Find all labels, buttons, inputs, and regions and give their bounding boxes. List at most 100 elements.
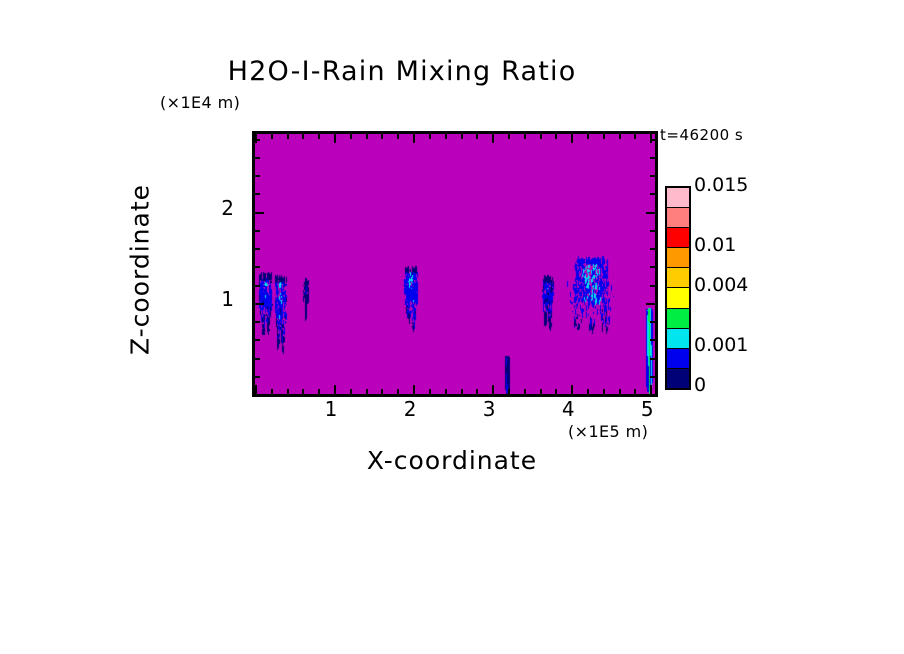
minor-tick xyxy=(349,389,352,394)
minor-tick xyxy=(650,193,655,196)
major-tick xyxy=(646,394,655,396)
colorbar-tick-label: 0.004 xyxy=(694,274,749,296)
minor-tick xyxy=(381,389,384,394)
minor-tick xyxy=(365,134,368,139)
colorbar-segment xyxy=(667,368,689,388)
minor-tick xyxy=(318,134,321,139)
plot-area xyxy=(252,131,658,397)
page-title: H2O-I-Rain Mixing Ratio xyxy=(227,56,577,87)
x-axis-title: X-coordinate xyxy=(366,446,538,475)
minor-tick xyxy=(650,248,655,251)
minor-tick xyxy=(255,193,260,196)
minor-tick xyxy=(650,229,655,232)
colorbar-tick-label: 0.001 xyxy=(694,334,749,356)
minor-tick xyxy=(255,156,260,159)
minor-tick xyxy=(602,134,605,139)
major-tick xyxy=(571,134,574,143)
minor-tick xyxy=(397,134,400,139)
contour-field-canvas xyxy=(255,134,655,394)
minor-tick xyxy=(286,134,289,139)
colorbar xyxy=(665,186,691,390)
colorbar-tick-label: 0.01 xyxy=(694,234,737,256)
colorbar-tick-label: 0 xyxy=(694,374,707,396)
major-tick xyxy=(255,394,264,396)
minor-tick xyxy=(507,389,510,394)
major-tick xyxy=(413,134,416,143)
y-tick-label: 1 xyxy=(221,286,234,311)
minor-tick xyxy=(523,134,526,139)
minor-tick xyxy=(539,134,542,139)
major-tick xyxy=(255,134,257,143)
minor-tick xyxy=(650,321,655,324)
major-tick xyxy=(492,134,495,143)
minor-tick xyxy=(286,389,289,394)
minor-tick xyxy=(476,134,479,139)
minor-tick xyxy=(302,134,305,139)
minor-tick xyxy=(270,134,273,139)
major-tick xyxy=(255,302,264,305)
colorbar-segment xyxy=(667,248,689,269)
minor-tick xyxy=(618,389,621,394)
minor-tick xyxy=(270,389,273,394)
major-tick xyxy=(334,134,337,143)
x-tick-label: 2 xyxy=(403,397,417,421)
colorbar-segment xyxy=(667,288,689,309)
minor-tick xyxy=(318,389,321,394)
y-tick-label: 2 xyxy=(221,195,234,220)
time-annotation: t=46200 s xyxy=(660,126,744,144)
colorbar-segment xyxy=(667,228,689,249)
minor-tick xyxy=(428,389,431,394)
minor-tick xyxy=(587,389,590,394)
colorbar-segment xyxy=(667,188,689,209)
minor-tick xyxy=(650,357,655,360)
y-axis-unit-label: (×1E4 m) xyxy=(160,93,241,112)
minor-tick xyxy=(397,389,400,394)
minor-tick xyxy=(349,134,352,139)
minor-tick xyxy=(255,229,260,232)
x-tick-label: 4 xyxy=(561,397,575,421)
minor-tick xyxy=(255,284,260,287)
minor-tick xyxy=(255,339,260,342)
minor-tick xyxy=(255,266,260,269)
minor-tick xyxy=(444,389,447,394)
minor-tick xyxy=(555,389,558,394)
colorbar-segment xyxy=(667,328,689,349)
minor-tick xyxy=(255,357,260,360)
minor-tick xyxy=(650,266,655,269)
major-tick xyxy=(646,302,655,305)
minor-tick xyxy=(365,389,368,394)
minor-tick xyxy=(255,375,260,378)
major-tick xyxy=(255,385,257,394)
colorbar-segment xyxy=(667,348,689,369)
major-tick xyxy=(646,211,655,214)
minor-tick xyxy=(587,134,590,139)
minor-tick xyxy=(634,389,637,394)
minor-tick xyxy=(555,134,558,139)
minor-tick xyxy=(650,156,655,159)
colorbar-tick-label: 0.015 xyxy=(694,174,749,196)
x-tick-label: 3 xyxy=(482,397,496,421)
minor-tick xyxy=(428,134,431,139)
major-tick xyxy=(492,385,495,394)
minor-tick xyxy=(650,339,655,342)
minor-tick xyxy=(602,389,605,394)
y-axis-title: Z-coordinate xyxy=(125,183,155,356)
minor-tick xyxy=(255,248,260,251)
minor-tick xyxy=(302,389,305,394)
major-tick xyxy=(650,385,653,394)
minor-tick xyxy=(650,175,655,178)
minor-tick xyxy=(381,134,384,139)
minor-tick xyxy=(507,134,510,139)
minor-tick xyxy=(460,134,463,139)
minor-tick xyxy=(618,134,621,139)
x-axis-unit-label: (×1E5 m) xyxy=(568,422,649,441)
minor-tick xyxy=(476,389,479,394)
major-tick xyxy=(650,134,653,143)
major-tick xyxy=(413,385,416,394)
minor-tick xyxy=(539,389,542,394)
major-tick xyxy=(334,385,337,394)
minor-tick xyxy=(255,175,260,178)
colorbar-segment xyxy=(667,268,689,289)
major-tick xyxy=(571,385,574,394)
x-tick-label: 5 xyxy=(640,397,654,421)
